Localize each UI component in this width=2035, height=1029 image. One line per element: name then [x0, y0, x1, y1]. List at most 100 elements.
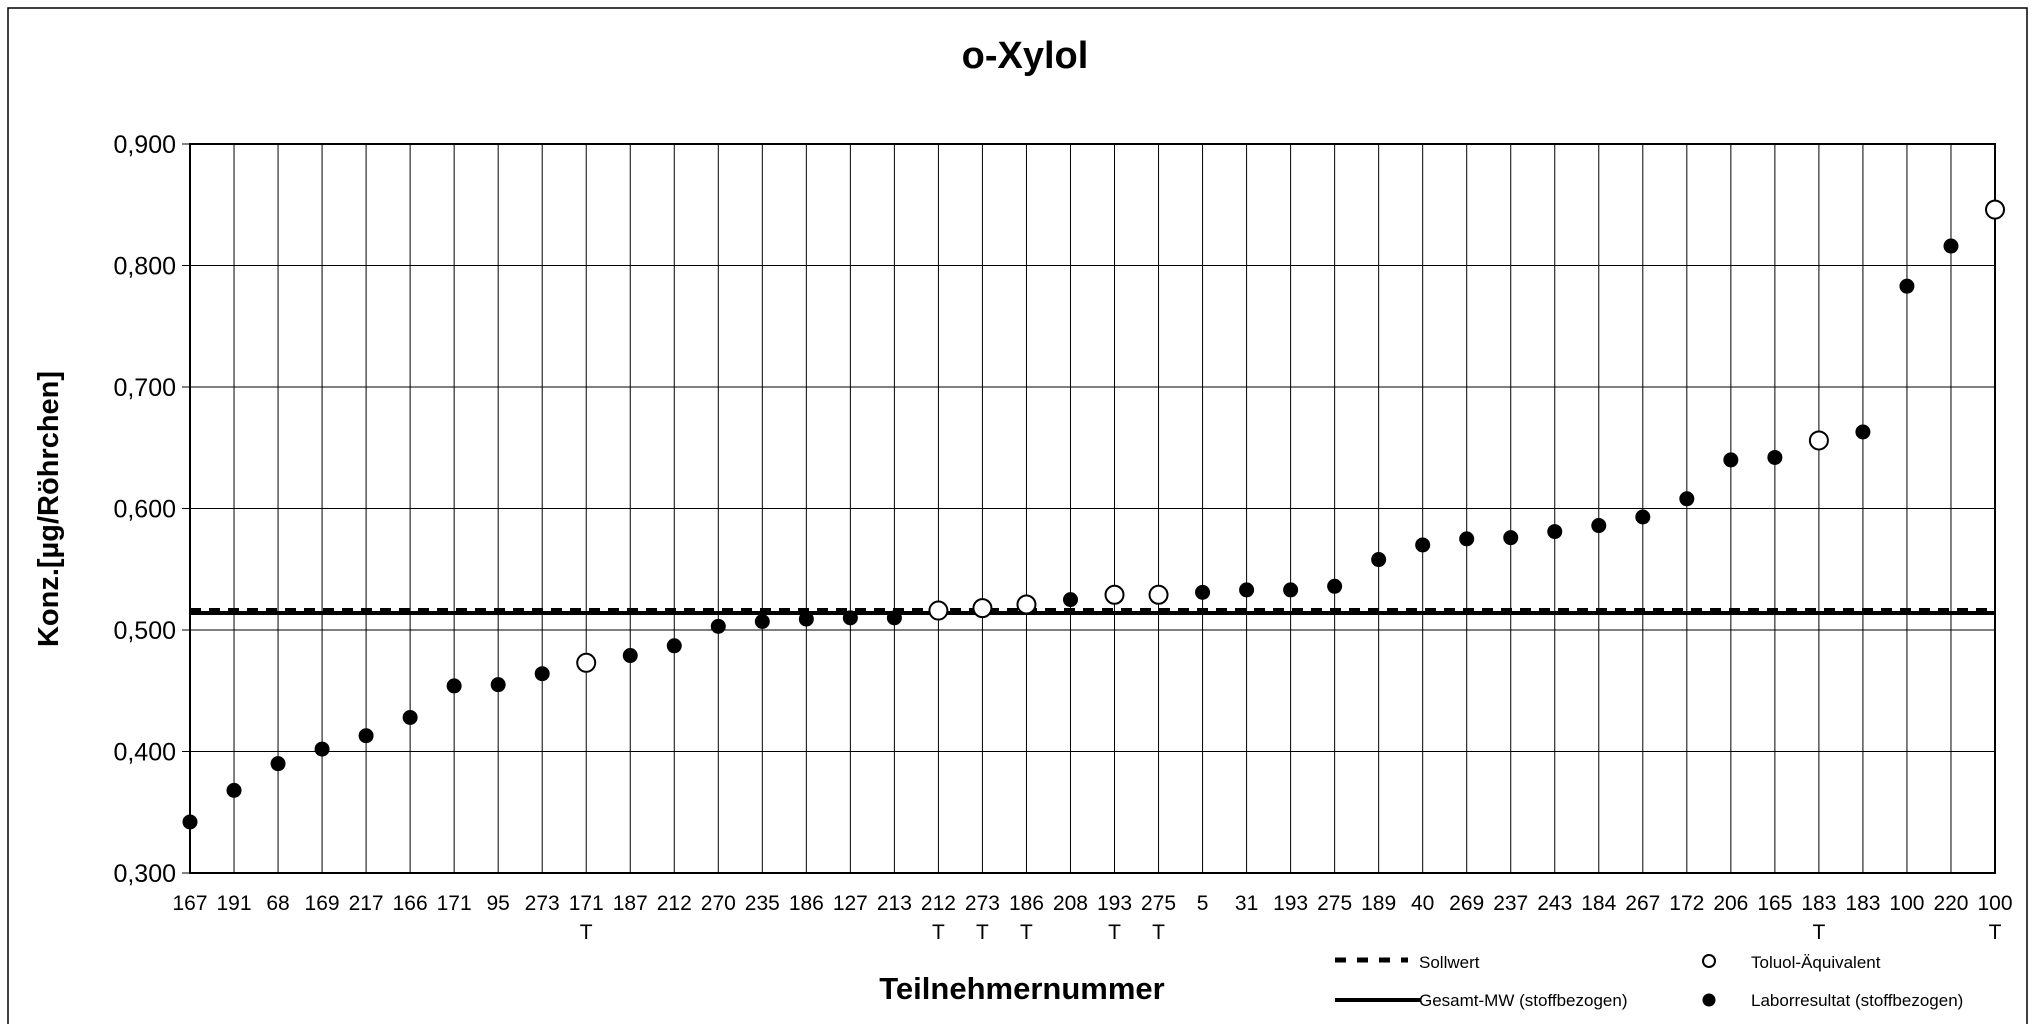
reference-lines — [190, 608, 1995, 615]
laborresultat-point — [622, 648, 638, 664]
x-tick-label: 212 — [921, 892, 956, 915]
x-tick-label: 167 — [172, 892, 207, 915]
toluol-aequivalent-point — [928, 600, 949, 621]
legend-gesamt-mw-label: Gesamt-MW (stoffbezogen) — [1419, 991, 1627, 1010]
x-tick-label: 217 — [349, 892, 384, 915]
x-tick-label: 235 — [745, 892, 780, 915]
legend-toluol-swatch — [1702, 954, 1716, 968]
toluol-aequivalent-point — [576, 652, 597, 673]
laborresultat-point — [1591, 518, 1607, 534]
x-tick-label: 270 — [701, 892, 736, 915]
x-tick-sublabel: T — [1108, 921, 1121, 944]
laborresultat-point — [710, 618, 726, 634]
x-tick-label: 186 — [1009, 892, 1044, 915]
data-points — [182, 199, 2005, 830]
x-tick-label: 269 — [1449, 892, 1484, 915]
x-tick-label: 275 — [1317, 892, 1352, 915]
legend-sollwert-label: Sollwert — [1419, 953, 1480, 972]
x-tick-label: 40 — [1411, 892, 1434, 915]
x-tick-label: 100 — [1889, 892, 1924, 915]
x-tick-label: 208 — [1053, 892, 1088, 915]
x-tick-label: 206 — [1713, 892, 1748, 915]
x-tick-label: 220 — [1933, 892, 1968, 915]
laborresultat-point — [1415, 537, 1431, 553]
x-tick-label: 243 — [1537, 892, 1572, 915]
x-tick-sublabel: T — [580, 921, 593, 944]
legend: Sollwert Toluol-Äquivalent Gesamt-MW (stof… — [1335, 953, 1963, 1010]
laborresultat-point — [1899, 278, 1915, 294]
laborresultat-point — [1503, 530, 1519, 546]
x-tick-sublabel: T — [976, 921, 989, 944]
laborresultat-point — [314, 741, 330, 757]
legend-toluol-label: Toluol-Äquivalent — [1751, 953, 1881, 972]
x-tick-label: 273 — [965, 892, 1000, 915]
laborresultat-point — [270, 756, 286, 772]
laborresultat-point — [182, 814, 198, 830]
y-tick-label: 0,400 — [113, 739, 176, 767]
x-tick-label: 100 — [1977, 892, 2012, 915]
x-tick-label: 31 — [1235, 892, 1258, 915]
x-tick-label: 127 — [833, 892, 868, 915]
y-axis-label: Konz.[µg/Röhrchen] — [33, 371, 65, 647]
y-tick-label: 0,600 — [113, 496, 176, 524]
legend-laborresultat-swatch — [1702, 993, 1716, 1007]
laborresultat-point — [666, 638, 682, 654]
x-tick-label: 275 — [1141, 892, 1176, 915]
x-tick-label: 5 — [1197, 892, 1209, 915]
laborresultat-point — [842, 610, 858, 626]
x-tick-label: 165 — [1757, 892, 1792, 915]
x-axis-label: Teilnehmernummer — [879, 971, 1164, 1006]
toluol-aequivalent-point — [1016, 594, 1037, 615]
legend-laborresultat-label: Laborresultat (stoffbezogen) — [1751, 991, 1963, 1010]
x-tick-label: 187 — [613, 892, 648, 915]
x-tick-label: 267 — [1625, 892, 1660, 915]
laborresultat-point — [1327, 578, 1343, 594]
x-tick-label: 171 — [437, 892, 472, 915]
y-tick-label: 0,300 — [113, 860, 176, 888]
laborresultat-point — [1371, 552, 1387, 568]
x-tick-label: 186 — [789, 892, 824, 915]
toluol-aequivalent-point — [972, 598, 993, 619]
y-tick-label: 0,800 — [113, 253, 176, 281]
laborresultat-point — [1723, 452, 1739, 468]
laborresultat-point — [1062, 592, 1078, 608]
plot-frame — [189, 143, 1996, 874]
x-tick-label: 212 — [657, 892, 692, 915]
laborresultat-point — [1767, 449, 1783, 465]
y-tick-labels: 0,300 0,400 0,500 0,600 0,700 0,800 0,900 — [113, 131, 176, 888]
x-tick-sublabel: T — [932, 921, 945, 944]
x-tick-label: 184 — [1581, 892, 1616, 915]
laborresultat-point — [490, 677, 506, 693]
x-tick-label: 166 — [393, 892, 428, 915]
x-tick-label: 273 — [525, 892, 560, 915]
x-tick-sublabel: T — [1989, 921, 2002, 944]
toluol-aequivalent-point — [1985, 199, 2005, 220]
toluol-aequivalent-point — [1104, 584, 1125, 605]
x-tick-label: 193 — [1097, 892, 1132, 915]
x-tick-label: 171 — [569, 892, 604, 915]
toluol-aequivalent-point — [1148, 584, 1169, 605]
laborresultat-point — [358, 728, 374, 744]
laborresultat-point — [798, 611, 814, 627]
x-tick-label: 172 — [1669, 892, 1704, 915]
y-tick-label: 0,700 — [113, 374, 176, 402]
laborresultat-point — [1547, 524, 1563, 540]
y-tick-label: 0,500 — [113, 617, 176, 645]
laborresultat-point — [1195, 584, 1211, 600]
toluol-aequivalent-point — [1808, 430, 1829, 451]
laborresultat-point — [1855, 424, 1871, 440]
laborresultat-point — [754, 613, 770, 629]
laborresultat-point — [534, 666, 550, 682]
laborresultat-point — [886, 610, 902, 626]
laborresultat-point — [1635, 509, 1651, 525]
x-tick-label: 193 — [1273, 892, 1308, 915]
x-tick-label: 191 — [217, 892, 252, 915]
laborresultat-point — [402, 709, 418, 725]
x-tick-label: 189 — [1361, 892, 1396, 915]
y-tick-label: 0,900 — [113, 131, 176, 159]
x-tick-label: 95 — [486, 892, 509, 915]
x-tick-labels: 167 191 68 169 217 166 171 95 273 171 T 187 212 270 23… — [172, 892, 2012, 944]
laborresultat-point — [226, 782, 242, 798]
